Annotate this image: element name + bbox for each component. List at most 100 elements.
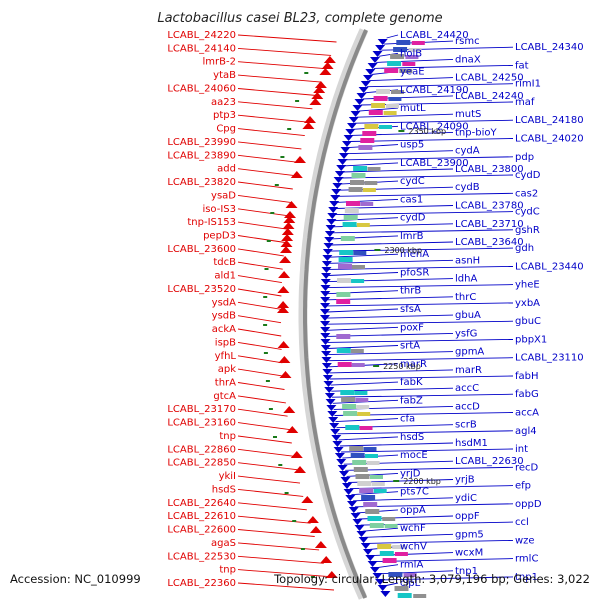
reverse-gene-arrow (320, 309, 330, 315)
leader-line (237, 221, 287, 230)
leader-line (237, 355, 283, 364)
feature-block (349, 446, 364, 451)
reverse-gene-arrow (350, 513, 361, 519)
kbp-marker-label: 2200 kbp (403, 477, 441, 486)
gene-label: LCABL_22860 (167, 444, 236, 455)
leader-line (237, 475, 301, 484)
forward-gene-arrow (304, 116, 316, 123)
reverse-gene-arrow (380, 591, 391, 597)
feature-block (377, 544, 392, 549)
reverse-gene-arrow (328, 207, 339, 213)
reverse-gene-arrow (321, 273, 332, 279)
feature-block (367, 167, 381, 171)
leader-line (326, 308, 399, 313)
gene-label: fabG (515, 389, 539, 400)
gene-label: ysaD (211, 190, 236, 201)
gene-label: yrjB (455, 475, 475, 486)
kbp-tick (374, 249, 381, 251)
feature-block (353, 467, 368, 472)
gene-label: clpL (400, 578, 421, 589)
scale-tick (284, 492, 289, 494)
kbp-markers: 2350 kbp 2300 kbp 2250 kbp 2200 kbp (373, 127, 446, 486)
leader-line (237, 128, 305, 137)
leader-line (342, 168, 454, 173)
feature-block (399, 69, 413, 73)
gene-label: scrB (455, 420, 477, 431)
forward-gene-arrow (277, 286, 290, 293)
feature-block (397, 593, 412, 598)
reverse-gene-arrow (325, 399, 336, 405)
gene-label: cydD (400, 213, 426, 224)
gene-label: rmlA (400, 560, 423, 571)
reverse-gene-arrow (332, 441, 343, 447)
feature-block (351, 173, 366, 178)
feature-block (388, 572, 403, 577)
leader-line (237, 34, 337, 43)
leader-line (237, 275, 282, 284)
leader-line (237, 395, 286, 404)
reverse-gene-arrow (352, 519, 363, 525)
gene-label: ysfG (455, 328, 477, 339)
feature-block (364, 181, 378, 185)
kbp-tick (373, 365, 380, 367)
reverse-gene-arrow (348, 507, 359, 513)
feature-block (371, 482, 385, 486)
gene-label: pdp (515, 152, 534, 163)
feature-block (373, 96, 388, 101)
reverse-gene-arrow (331, 189, 342, 195)
leader-line (373, 64, 514, 69)
feature-block (365, 454, 378, 458)
leader-line (237, 315, 282, 324)
reverse-gene-arrow (334, 171, 345, 177)
reverse-gene-arrow (331, 435, 342, 441)
gene-label: LCABL_22630 (455, 456, 524, 467)
feature-block (379, 551, 394, 556)
leader-line (337, 430, 514, 435)
gene-label: accC (455, 383, 479, 394)
reverse-gene-arrow (365, 69, 376, 75)
gene-label: add (217, 164, 236, 175)
kbp-tick (393, 480, 400, 482)
forward-gene-arrow (294, 466, 306, 473)
leader-line (339, 442, 454, 447)
reverse-gene-arrow (339, 153, 349, 159)
forward-gene-arrow (310, 526, 322, 533)
reverse-gene-arrow (377, 39, 388, 45)
reverse-gene-arrow (320, 345, 331, 351)
genome-backbone (298, 28, 369, 600)
scale-tick (266, 240, 271, 242)
gene-label: srtA (400, 341, 420, 352)
feature-block (343, 411, 358, 416)
feature-block (408, 48, 422, 52)
reverse-gene-arrow (321, 357, 332, 363)
reverse-gene-arrow (334, 453, 345, 459)
leader-line (351, 491, 399, 496)
feature-block (354, 391, 368, 395)
leader-line (237, 582, 335, 591)
reverse-gene-arrow (358, 537, 369, 543)
gene-label: mutS (455, 109, 481, 120)
leader-line (328, 259, 454, 264)
gene-tracks (263, 39, 427, 598)
forward-gene-arrow (280, 246, 292, 253)
backbone-line (303, 29, 368, 599)
forward-gene-arrow (320, 556, 333, 563)
feature-block (366, 461, 380, 465)
gene-label: LCABL_24250 (455, 73, 524, 84)
forward-gene-arrow (278, 271, 291, 278)
reverse-gene-arrow (363, 549, 373, 555)
leader-line (378, 52, 399, 57)
leader-line (353, 497, 454, 502)
gene-label: cfa (400, 414, 415, 425)
gene-label: ldhA (455, 274, 477, 285)
leader-line (237, 502, 307, 511)
leader-line (237, 141, 302, 150)
gene-label: hsdM1 (455, 438, 488, 449)
forward-gene-arrow (294, 156, 306, 163)
feature-block (391, 90, 404, 94)
leader-line (333, 217, 399, 222)
feature-block (357, 412, 371, 416)
gene-label: marR (455, 365, 482, 376)
feature-block (364, 124, 379, 129)
feature-block (367, 516, 382, 521)
